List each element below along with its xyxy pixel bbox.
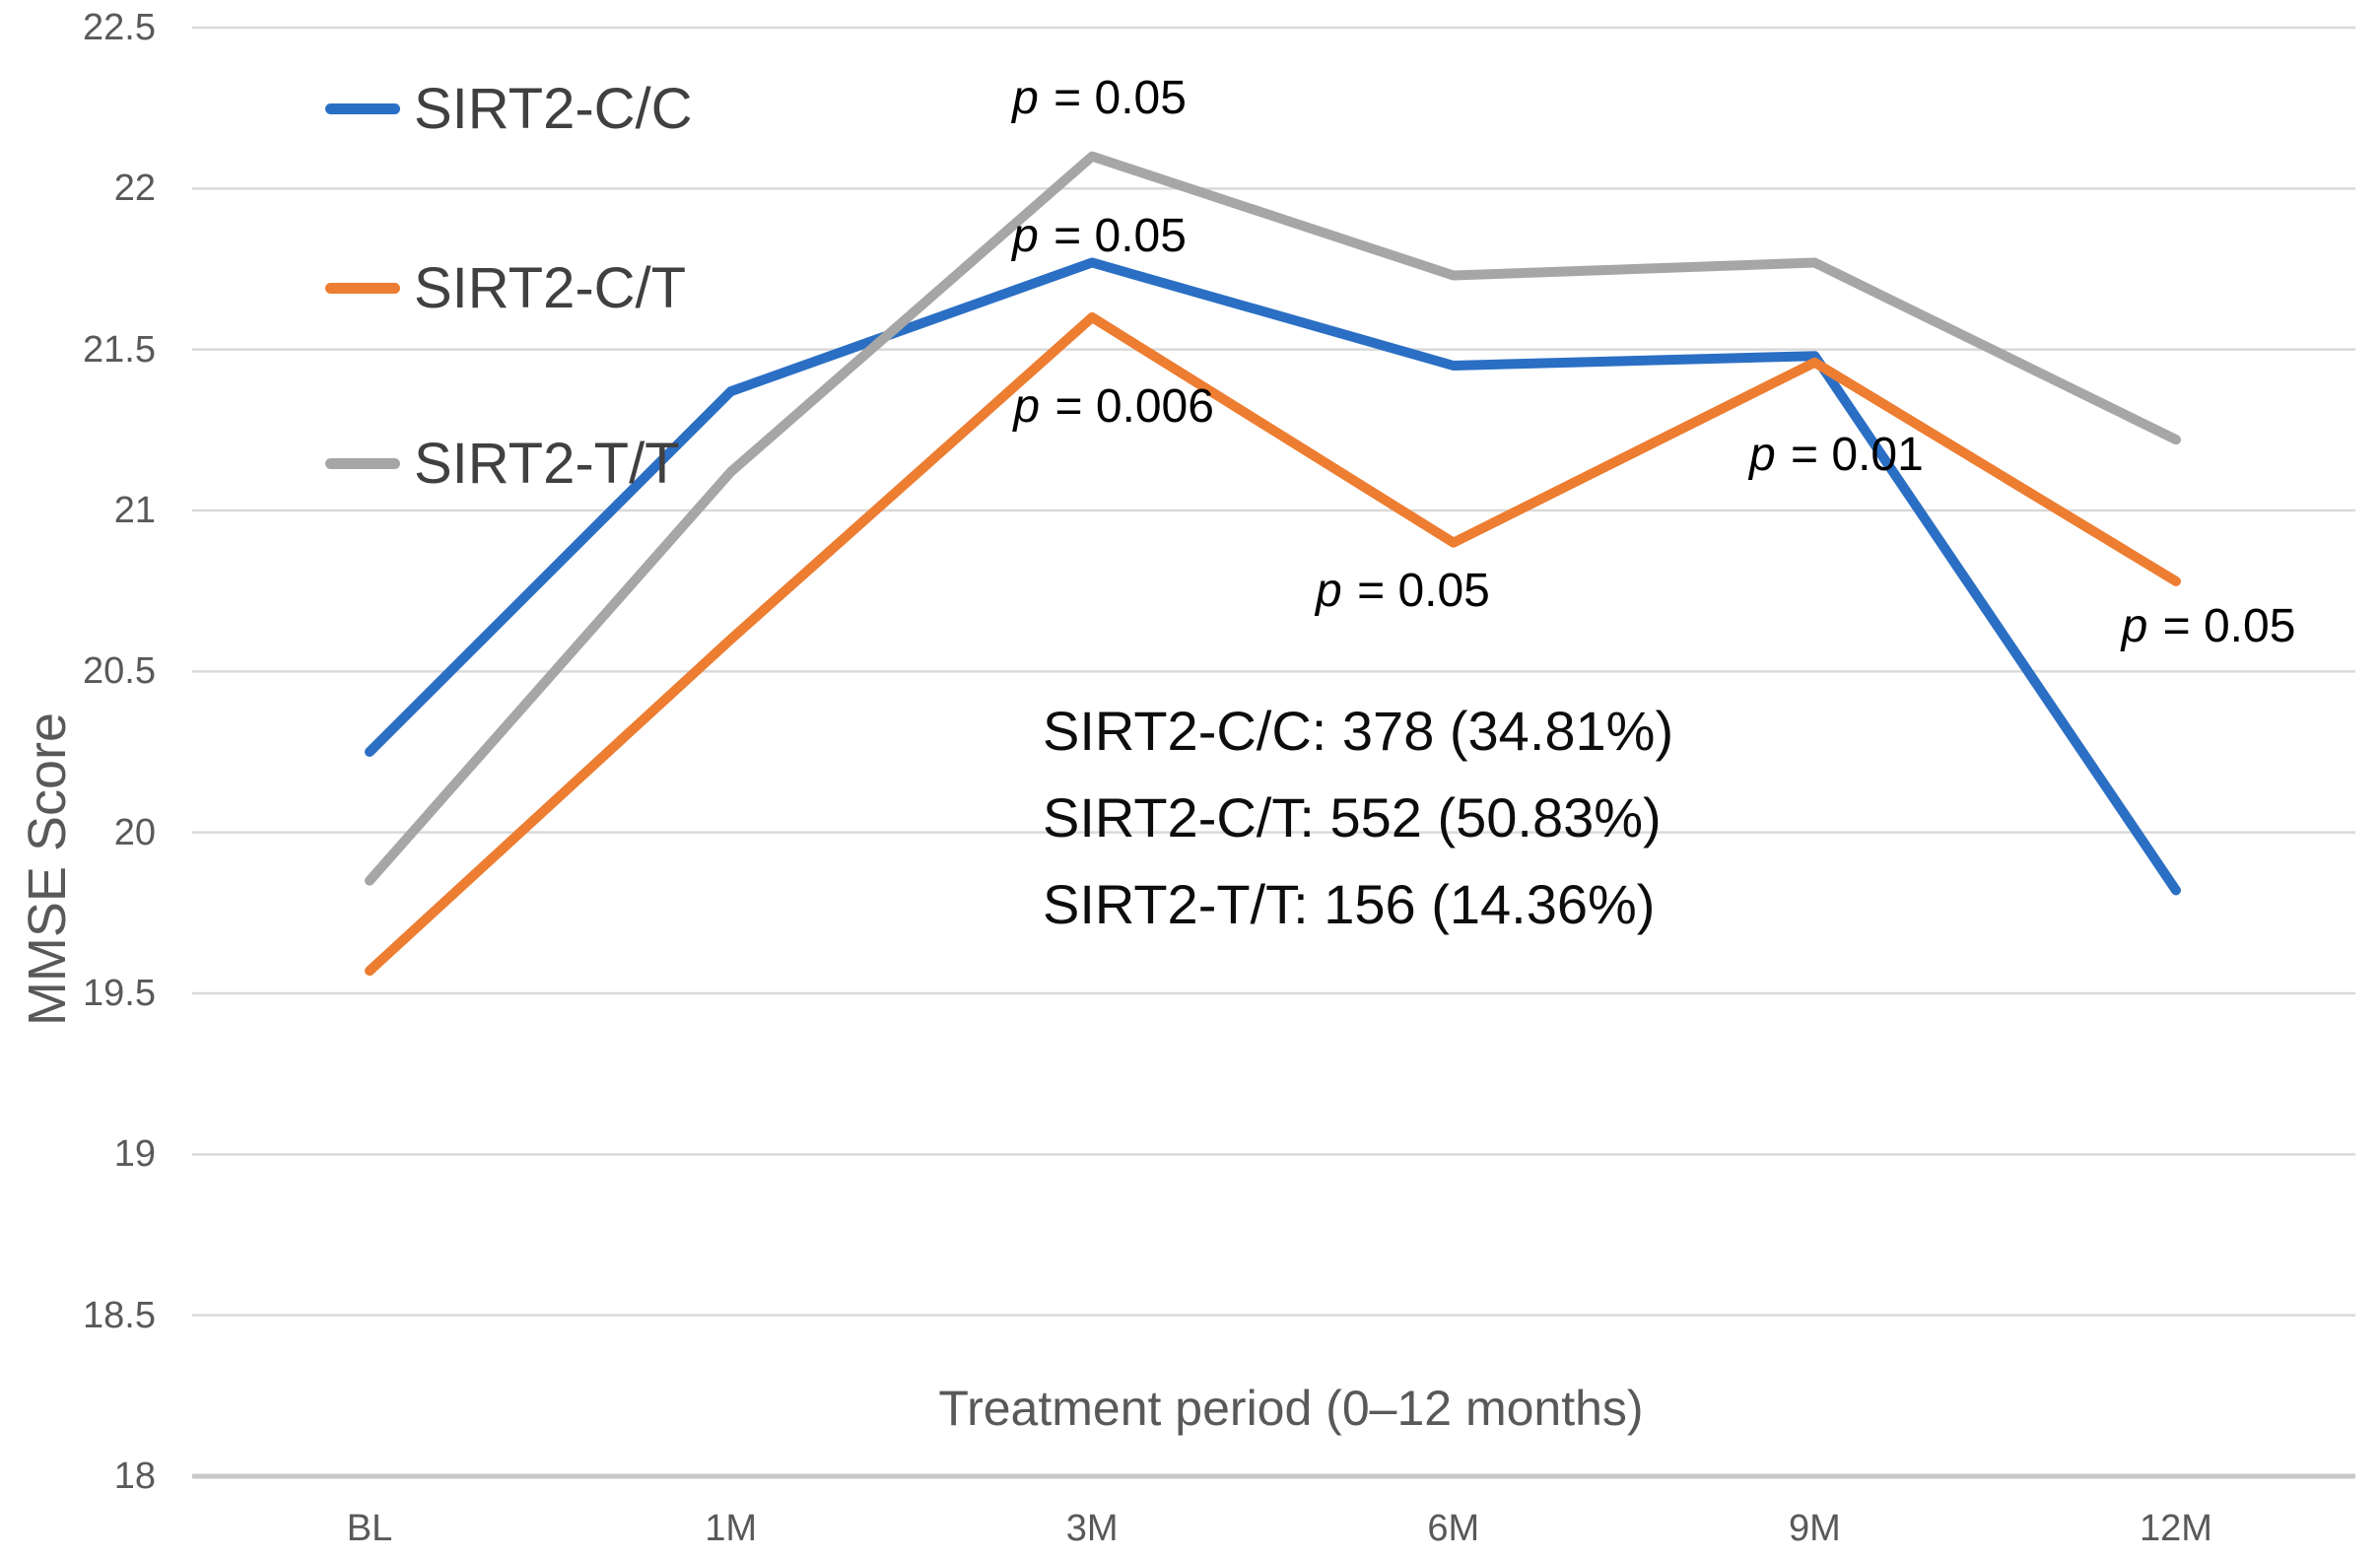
annotation-p-value: p = 0.05	[2121, 599, 2296, 652]
annotation-p-value: p = 0.05	[1012, 210, 1187, 263]
legend-line-swatch	[325, 457, 400, 469]
legend-item-SIRT2-C/T: SIRT2-C/T	[325, 251, 686, 324]
series-line-SIRT2-C/T	[365, 312, 2181, 977]
x-tick-label: 9M	[1788, 1508, 1841, 1549]
legend-item-SIRT2-T/T: SIRT2-T/T	[325, 427, 680, 500]
y-tick-label: 20	[113, 811, 156, 853]
annotation-p-value: p = 0.05	[1316, 564, 1490, 617]
y-tick-label: 21.5	[83, 328, 156, 371]
y-tick-label: 21	[113, 490, 156, 531]
x-tick-label: 3M	[1065, 1508, 1119, 1549]
y-tick-label: 19.5	[83, 973, 156, 1014]
genotype-count-line: SIRT2-C/C: 378 (34.81%)	[1043, 700, 1674, 762]
legend-line-swatch	[325, 282, 400, 294]
y-tick-label: 19	[113, 1133, 156, 1176]
y-tick-label: 20.5	[83, 650, 156, 693]
genotype-count-line: SIRT2-C/T: 552 (50.83%)	[1043, 786, 1662, 848]
legend-label: SIRT2-C/C	[414, 76, 693, 141]
series-line-SIRT2-C/C	[365, 257, 2181, 896]
legend-item-SIRT2-C/C: SIRT2-C/C	[325, 72, 693, 145]
y-tick-label: 22.5	[83, 7, 156, 48]
x-tick-label: 6M	[1427, 1508, 1480, 1549]
annotation-p-value: p = 0.006	[1013, 380, 1214, 434]
genotype-count-line: SIRT2-T/T: 156 (14.36%)	[1043, 873, 1656, 935]
x-axis-title: Treatment period (0–12 months)	[938, 1381, 1644, 1436]
x-tick-label: 1M	[705, 1508, 757, 1549]
annotation-p-value: p = 0.05	[1012, 71, 1187, 124]
genotype-counts: SIRT2-C/C: 378 (34.81%) SIRT2-C/T: 552 (…	[1043, 688, 1673, 948]
legend-label: SIRT2-C/T	[414, 255, 687, 320]
series-line-SIRT2-T/T	[365, 151, 2181, 886]
y-tick-label: 18	[113, 1456, 156, 1497]
x-tick-label: BL	[346, 1508, 393, 1549]
y-tick-label: 18.5	[83, 1294, 156, 1336]
y-tick-label: 22	[113, 168, 156, 210]
legend-label: SIRT2-T/T	[414, 431, 680, 496]
annotation-p-value: p = 0.01	[1748, 429, 1924, 482]
x-tick-label: 12M	[2140, 1508, 2212, 1549]
legend-line-swatch	[325, 102, 400, 114]
